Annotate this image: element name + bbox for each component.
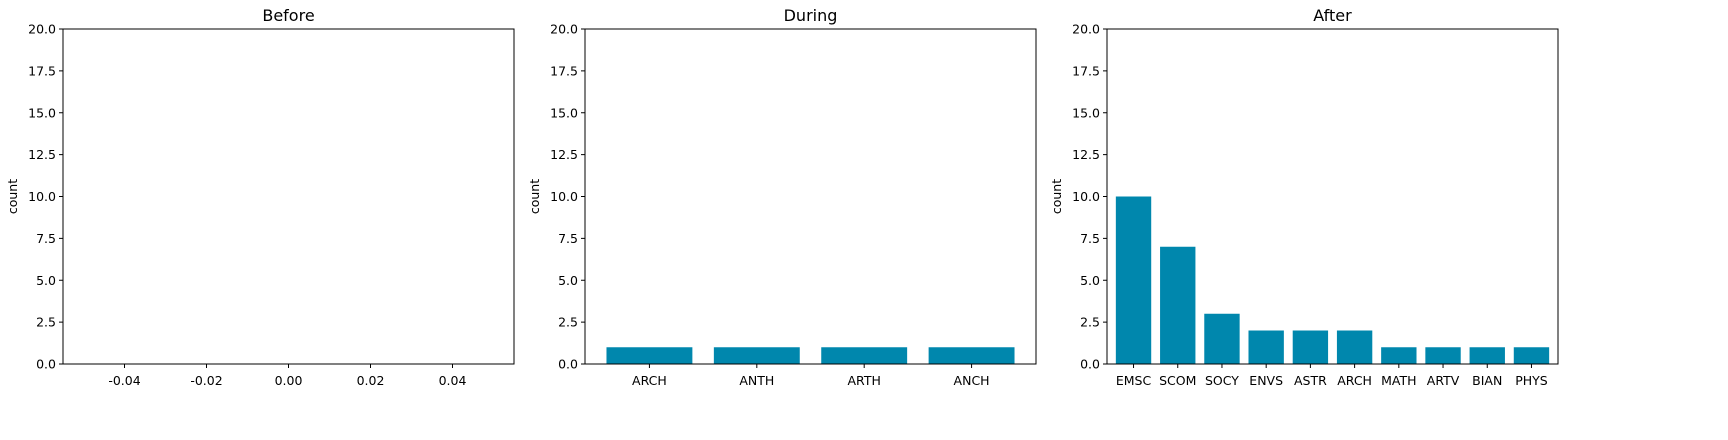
- y-axis-label: count: [527, 179, 542, 214]
- y-tick-label: 7.5: [1080, 231, 1100, 246]
- y-tick-label: 12.5: [28, 147, 56, 162]
- y-tick-label: 7.5: [36, 231, 56, 246]
- chart-panel-before: 0.0 2.5 5.0 7.5 10.0 12.5 15.0 17.5 20.0 -0.04 -0.…: [5, 6, 515, 388]
- y-tick-label: 5.0: [1080, 273, 1100, 288]
- x-tick-label: SOCY: [1205, 373, 1239, 388]
- y-tick-label: 0.0: [1080, 357, 1100, 372]
- x-tick-label: SCOM: [1159, 373, 1196, 388]
- bar-astr: [1292, 330, 1329, 364]
- y-tick-label: 5.0: [36, 273, 56, 288]
- x-tick-label: BIAN: [1472, 373, 1502, 388]
- y-tick-label: 15.0: [1072, 105, 1100, 120]
- y-tick-label: 12.5: [1072, 147, 1100, 162]
- y-tick-label: 10.0: [550, 189, 578, 204]
- x-tick-label: ASTR: [1294, 373, 1327, 388]
- y-tick-label: 2.5: [1080, 315, 1100, 330]
- y-axis-label: count: [5, 179, 20, 214]
- x-tick-label: ARTH: [848, 373, 881, 388]
- bar-arch: [606, 347, 693, 364]
- y-tick-label: 0.0: [36, 357, 56, 372]
- y-axis-label: count: [1049, 179, 1064, 214]
- chart-title: After: [1313, 6, 1352, 25]
- y-tick-label: 17.5: [550, 63, 578, 78]
- x-tick-label: -0.04: [108, 373, 140, 388]
- bar-bian: [1469, 347, 1505, 364]
- y-tick-label: 0.0: [558, 357, 578, 372]
- bar-envs: [1248, 330, 1284, 364]
- chart-title: Before: [262, 6, 314, 25]
- bar-emsc: [1115, 196, 1152, 364]
- y-tick-label: 12.5: [550, 147, 578, 162]
- bar-phys: [1513, 347, 1550, 364]
- bar-arch: [1336, 330, 1373, 364]
- axes-frame: [584, 28, 1037, 365]
- x-tick-label: 0.00: [275, 373, 303, 388]
- y-tick-label: 10.0: [1072, 189, 1100, 204]
- x-tick-label: ARTV: [1427, 373, 1460, 388]
- axes-frame: [62, 28, 515, 365]
- x-tick-label: MATH: [1381, 373, 1416, 388]
- bar-anth: [713, 347, 800, 364]
- y-tick-label: 17.5: [1072, 63, 1100, 78]
- x-tick-label: PHYS: [1515, 373, 1548, 388]
- x-tick-label: -0.02: [190, 373, 222, 388]
- y-tick-label: 5.0: [558, 273, 578, 288]
- chart-panel-after: 0.0 2.5 5.0 7.5 10.0 12.5 15.0 17.5 20.0 EMSC SCOM…: [1049, 6, 1559, 388]
- bar-arth: [821, 347, 908, 364]
- bar-scom: [1160, 246, 1196, 364]
- y-tick-label: 2.5: [558, 315, 578, 330]
- bar-socy: [1204, 313, 1240, 364]
- chart-title: During: [784, 6, 838, 25]
- y-tick-label: 2.5: [36, 315, 56, 330]
- x-tick-label: ANTH: [739, 373, 774, 388]
- bar-math: [1381, 347, 1417, 364]
- x-tick-label: ARCH: [632, 373, 667, 388]
- chart-panel-during: 0.0 2.5 5.0 7.5 10.0 12.5 15.0 17.5 20.0 ARCH ANTH…: [527, 6, 1037, 388]
- y-tick-label: 20.0: [1072, 22, 1100, 37]
- x-tick-label: ENVS: [1249, 373, 1283, 388]
- y-tick-label: 17.5: [28, 63, 56, 78]
- y-tick-label: 15.0: [28, 105, 56, 120]
- x-tick-label: 0.02: [357, 373, 385, 388]
- y-tick-label: 10.0: [28, 189, 56, 204]
- y-tick-label: 7.5: [558, 231, 578, 246]
- y-tick-label: 15.0: [550, 105, 578, 120]
- bar-anch: [928, 347, 1015, 364]
- x-tick-label: EMSC: [1116, 373, 1152, 388]
- y-tick-label: 20.0: [28, 22, 56, 37]
- y-tick-label: 20.0: [550, 22, 578, 37]
- bar-artv: [1425, 347, 1461, 364]
- x-tick-label: 0.04: [439, 373, 467, 388]
- x-tick-label: ANCH: [954, 373, 990, 388]
- x-tick-label: ARCH: [1337, 373, 1372, 388]
